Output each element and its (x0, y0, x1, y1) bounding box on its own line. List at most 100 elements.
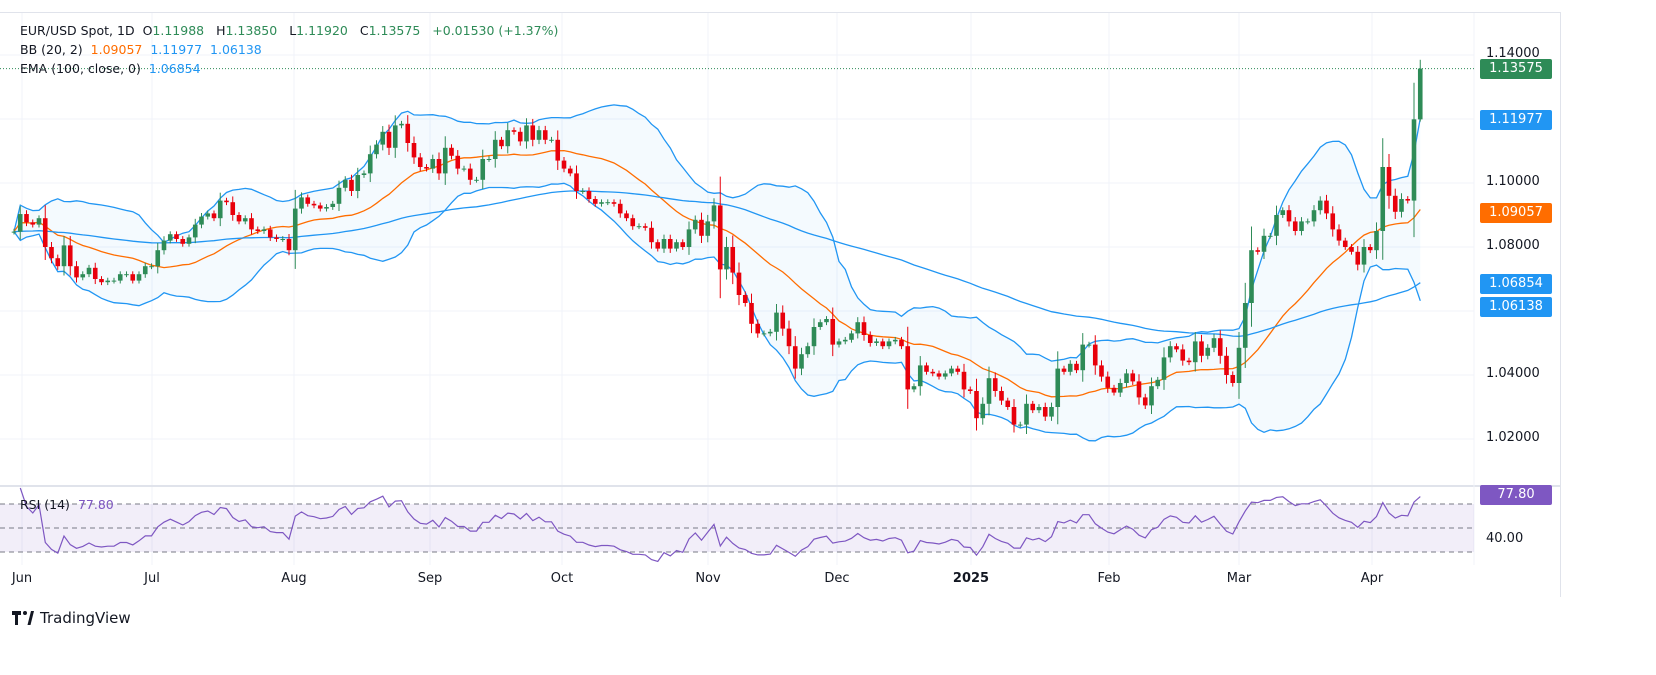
candle-body (380, 131, 386, 145)
candle-body (730, 247, 736, 273)
candle-body (592, 199, 598, 204)
candle-body (1392, 195, 1398, 212)
candle-body (386, 131, 392, 148)
candle-body (86, 267, 92, 275)
candle-body (117, 274, 123, 281)
candle-body (611, 202, 617, 204)
legend-bb-lower: 1.06138 (210, 42, 262, 57)
candle-body (624, 213, 629, 219)
candle-body (280, 239, 286, 240)
candle-body (261, 229, 267, 231)
x-tick: Sep (417, 571, 443, 586)
candle-body (1024, 403, 1029, 425)
candle-body (780, 312, 786, 329)
candle-body (905, 346, 911, 390)
candle-body (1199, 341, 1204, 356)
candle-body (530, 125, 536, 140)
candle-body (917, 365, 923, 387)
candle-body (861, 322, 867, 335)
candle-body (1174, 346, 1179, 350)
candle-body (461, 168, 467, 170)
x-tick: 2025 (952, 571, 990, 586)
candle-body (1130, 373, 1136, 382)
candle-body (836, 341, 842, 345)
candle-body (42, 218, 48, 247)
candle-body (455, 155, 461, 169)
legend-high: 1.13850 (225, 23, 278, 38)
legend-h-label: H (216, 23, 226, 38)
ema-line (13, 190, 1421, 337)
candle-body (242, 218, 248, 222)
candle-body (799, 354, 804, 369)
candle-body (17, 214, 23, 232)
candle-body (74, 266, 79, 278)
candle-body (1211, 338, 1217, 348)
candle-body (705, 221, 711, 236)
legend-ema-label[interactable]: EMA (100, close, 0) (20, 61, 141, 76)
legend-bb-mid: 1.09057 (90, 42, 143, 57)
tradingview-logo[interactable]: TradingView (12, 609, 131, 627)
candle-body (1417, 68, 1423, 120)
x-tick: Jul (144, 571, 160, 586)
candle-body (211, 213, 217, 219)
candle-body (299, 197, 304, 209)
candle-body (1005, 400, 1011, 407)
rsi-line (19, 487, 1421, 563)
brand-name: TradingView (40, 609, 131, 627)
chart-canvas[interactable] (0, 0, 1560, 600)
candle-body (80, 274, 86, 278)
legend-o-label: O (142, 23, 153, 38)
candle-body (930, 371, 936, 374)
candle-body (1117, 383, 1123, 393)
candle-body (749, 303, 754, 324)
legend-price: EUR/USD Spot, 1D O1.11988 H1.13850 L1.11… (20, 23, 562, 38)
candle-body (342, 179, 348, 188)
bb-middle-line (13, 149, 1421, 398)
candle-body (511, 130, 517, 132)
candle-body (1255, 250, 1261, 252)
candle-body (24, 214, 29, 223)
candle-body (67, 245, 73, 267)
candle-body (1030, 403, 1036, 411)
candle-body (924, 365, 929, 372)
legend-bb-upper: 1.11977 (150, 42, 203, 57)
candle-body (655, 242, 661, 249)
candle-body (817, 322, 823, 327)
candle-body (136, 274, 142, 281)
candle-body (305, 197, 311, 204)
candle-body (1324, 200, 1329, 214)
candle-body (886, 341, 892, 347)
candle-body (849, 333, 854, 340)
bb-upper-line (13, 104, 1421, 362)
candle-body (792, 346, 798, 369)
candle-body (1399, 199, 1404, 212)
candle-body (1342, 240, 1348, 247)
candle-body (580, 191, 586, 192)
legend-bb-label[interactable]: BB (20, 2) (20, 42, 83, 57)
candle-body (842, 339, 848, 342)
candle-body (874, 341, 879, 343)
candle-body (492, 139, 498, 159)
last-price-label: 1.13575 (1480, 59, 1552, 79)
candle-body (892, 339, 898, 342)
candle-body (811, 327, 817, 347)
candle-body (1355, 251, 1361, 265)
candle-body (911, 386, 917, 390)
y-tick: 1.08000 (1486, 238, 1540, 253)
candle-body (1292, 221, 1298, 231)
x-tick: Oct (550, 571, 574, 586)
y-tick: 1.02000 (1486, 430, 1540, 445)
candle-body (1042, 407, 1048, 417)
x-tick: Jun (11, 571, 33, 586)
y-tick: 1.04000 (1486, 366, 1540, 381)
candle-body (174, 234, 179, 239)
legend-rsi-label[interactable]: RSI (14) (20, 497, 70, 512)
legend-symbol[interactable]: EUR/USD Spot, 1D (20, 23, 135, 38)
candle-body (449, 147, 454, 156)
candle-body (205, 213, 211, 217)
candle-body (936, 373, 942, 377)
candle-body (1236, 347, 1242, 383)
candle-body (605, 202, 611, 204)
candle-body (149, 266, 154, 268)
candle-body (999, 391, 1004, 401)
